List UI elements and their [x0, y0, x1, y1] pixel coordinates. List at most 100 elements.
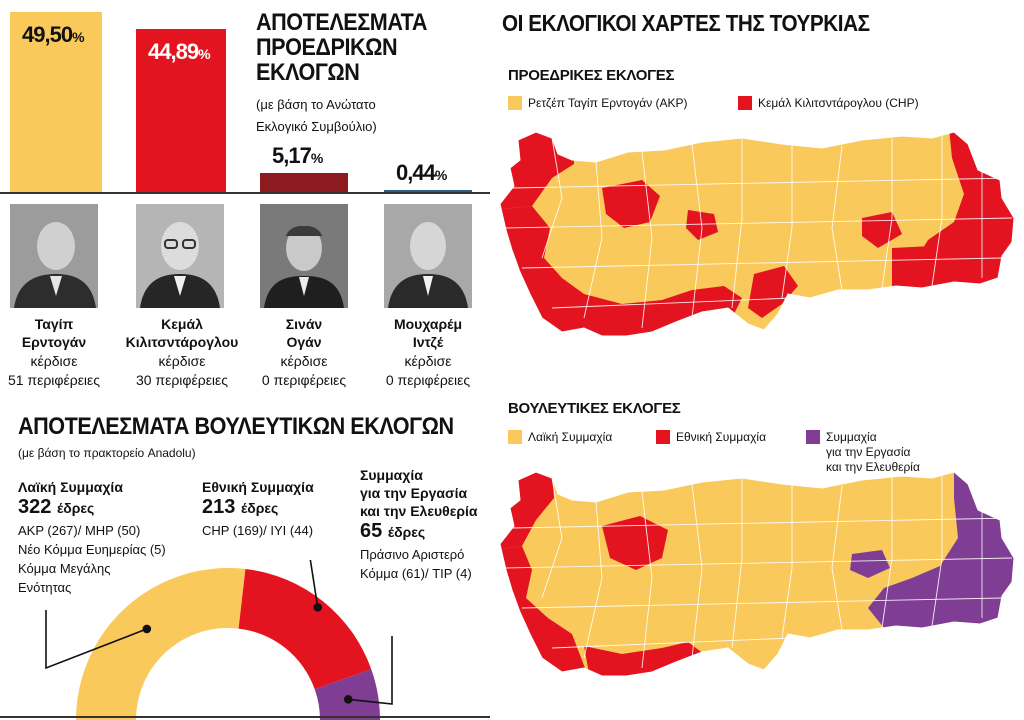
parliamentary-map-title: ΒΟΥΛΕΥΤΙΚΕΣ ΕΚΛΟΓΕΣ [508, 400, 681, 417]
parliamentary-title: ΑΠΟΤΕΛΕΣΜΑΤΑ ΒΟΥΛΕΥΤΙΚΩΝ ΕΚΛΟΓΩΝ [18, 413, 454, 440]
legend-label-line: για την Εργασία [826, 445, 911, 459]
presidential-source: (με βάση το Ανώτατο Εκλογικό Συμβούλιο) [256, 94, 377, 138]
party-name: Εθνική Συμμαχία [202, 479, 314, 495]
candidate-result-line: 51 περιφέρειες [7, 372, 101, 388]
bar-value-label: 5,17% [272, 143, 323, 169]
leader-dot-3 [343, 695, 353, 704]
presidential-title-line: ΠΡΟΕΔΡΙΚΩΝ [256, 34, 398, 61]
seat-word: έδρες [56, 500, 95, 516]
party-name: Λαϊκή Συμμαχία [18, 479, 123, 495]
party-block-nation-alliance: Εθνική Συμμαχία 213 έδρες CHP (169)/ IYI… [202, 478, 314, 540]
bar-value-unit: % [72, 29, 84, 45]
legend-item: Εθνική Συμμαχία [656, 430, 766, 444]
legend-item: Λαϊκή Συμμαχία [508, 430, 612, 444]
seat-count: 322 [18, 496, 52, 518]
parliament-hemicycle-chart [45, 560, 393, 720]
legend-swatch [656, 430, 670, 444]
presidential-title-line: ΕΚΛΟΓΩΝ [256, 59, 360, 86]
candidate-result: κέρδισε 51 περιφέρειες [0, 352, 118, 390]
legend-swatch [508, 96, 522, 110]
candidate-name-line: Κεμάλ [161, 316, 203, 332]
bar-value-label: 44,89% [148, 39, 211, 65]
legend-item: Ρετζέπ Ταγίπ Ερντογάν (AKP) [508, 96, 688, 110]
seat-count: 65 [360, 520, 383, 542]
hemicycle-segment-1 [76, 568, 246, 720]
seat-count: 213 [202, 496, 236, 518]
party-detail-line: CHP (169)/ IYI (44) [202, 523, 314, 538]
candidate-name-line: Ιντζέ [412, 334, 444, 350]
presidential-bar-chart: 49,50% 44,89% 5,17% 0,44% [0, 0, 490, 195]
leader-line-3 [348, 636, 393, 705]
candidate-name: Σινάν Ογάν [240, 315, 368, 351]
candidate-name-line: Ογάν [286, 334, 322, 350]
party-name-line: Συμμαχία [360, 467, 423, 483]
candidate-photo-erdogan [10, 204, 98, 308]
party-block-labour-freedom-alliance: Συμμαχία για την Εργασία και την Ελευθερ… [360, 466, 478, 583]
seat-word: έδρες [387, 524, 426, 540]
candidate-photo-ince [384, 204, 472, 308]
legend-swatch [508, 430, 522, 444]
candidate-result-line: κέρδισε [404, 353, 452, 369]
bar-value-label: 0,44% [396, 160, 447, 186]
parliamentary-source: (με βάση το πρακτορείο Anadolu) [18, 446, 196, 460]
portrait-icon [260, 204, 348, 308]
party-detail: AKP (267)/ MHP (50) Νέο Κόμμα Ευημερίας … [18, 521, 166, 597]
candidate-result-line: κέρδισε [158, 353, 206, 369]
bar-value-unit: % [198, 46, 210, 62]
candidate-name: Μουχαρέμ Ιντζέ [364, 315, 492, 351]
presidential-source-line: (με βάση το Ανώτατο [256, 97, 376, 112]
party-detail-line: Ενότητας [18, 580, 72, 595]
bar-value-unit: % [434, 167, 447, 183]
party-seats: 65 έδρες [360, 520, 478, 543]
candidate-photo-kilicdaroglu [136, 204, 224, 308]
party-detail-line: Νέο Κόμμα Ευημερίας (5) [18, 542, 166, 557]
party-seats: 322 έδρες [18, 496, 166, 519]
bar-value-label: 49,50% [22, 22, 85, 48]
presidential-title: ΑΠΟΤΕΛΕΣΜΑΤΑ ΠΡΟΕΔΡΙΚΩΝ ΕΚΛΟΓΩΝ [256, 10, 427, 85]
leader-dot-1 [142, 624, 152, 634]
bar-value-number: 0,44 [396, 160, 436, 185]
candidate-result-line: 30 περιφέρειες [135, 372, 229, 388]
candidate-name: Ταγίπ Ερντογάν [0, 315, 118, 351]
party-detail-line: AKP (267)/ MHP (50) [18, 523, 141, 538]
presidential-turkey-map [499, 131, 1015, 337]
bar-value-number: 49,50 [22, 22, 73, 47]
candidate-name: Κεμάλ Κιλιτσντάρογλου [118, 315, 246, 351]
candidate-result-line: κέρδισε [280, 353, 328, 369]
bar-4 [384, 190, 472, 192]
legend-label: Συμμαχία για την Εργασία και την Ελευθερ… [826, 430, 920, 475]
candidate-name-line: Σινάν [285, 316, 323, 332]
party-seats: 213 έδρες [202, 496, 314, 519]
parliamentary-turkey-map [499, 471, 1015, 677]
candidate-name-line: Ταγίπ [34, 316, 74, 332]
candidate-result-line: 0 περιφέρειες [385, 372, 471, 388]
legend-swatch [806, 430, 820, 444]
candidate-result-line: κέρδισε [30, 353, 78, 369]
maps-title: ΟΙ ΕΚΛΟΓΙΚΟΙ ΧΑΡΤΕΣ ΤΗΣ ΤΟΥΡΚΙΑΣ [502, 10, 870, 36]
legend-item: Κεμάλ Κιλιτσντάρογλου (CHP) [738, 96, 919, 110]
candidate-photo-ogan [260, 204, 348, 308]
bar-3 [260, 173, 348, 192]
presidential-source-line: Εκλογικό Συμβούλιο) [256, 119, 377, 134]
bar-value-unit: % [310, 150, 323, 166]
leader-line-1 [45, 610, 148, 670]
party-block-popular-alliance: Λαϊκή Συμμαχία 322 έδρες AKP (267)/ MHP … [18, 478, 166, 597]
candidate-result: κέρδισε 0 περιφέρειες [240, 352, 368, 390]
candidate-name-line: Ερντογάν [21, 334, 87, 350]
portrait-icon [10, 204, 98, 308]
candidate-result-line: 0 περιφέρειες [261, 372, 347, 388]
legend-label: Κεμάλ Κιλιτσντάρογλου (CHP) [758, 96, 919, 110]
candidate-name-line: Κιλιτσντάρογλου [125, 334, 239, 350]
party-detail-line: Πράσινο Αριστερό [360, 547, 465, 562]
bar-value-number: 44,89 [148, 39, 199, 64]
hemicycle-segment-3 [314, 669, 380, 720]
candidate-name-line: Μουχαρέμ [393, 316, 463, 332]
bar-baseline [0, 192, 490, 194]
party-detail-line: Κόμμα Μεγάλης [18, 561, 111, 576]
legend-label-line: και την Ελευθερία [826, 460, 920, 474]
presidential-title-line: ΑΠΟΤΕΛΕΣΜΑΤΑ [256, 9, 427, 36]
bar-1 [10, 12, 102, 192]
party-name-line: για την Εργασία [360, 485, 468, 501]
portrait-icon [136, 204, 224, 308]
candidate-result: κέρδισε 0 περιφέρειες [364, 352, 492, 390]
